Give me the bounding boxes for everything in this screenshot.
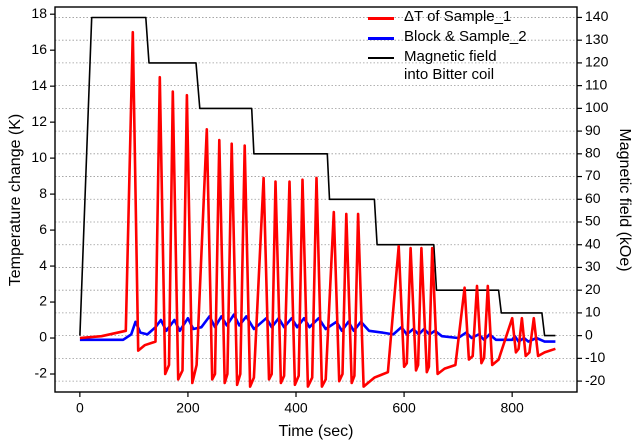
y2-axis-title: Magnetic field (kOe) (616, 128, 633, 271)
y-axis-title: Temperature change (K) (7, 114, 24, 287)
legend-item: Block & Sample_2 (368, 28, 573, 46)
plot (79, 16, 556, 388)
legend-swatch (368, 17, 394, 20)
y2-tick-label: 30 (585, 258, 601, 274)
plot-frame (54, 6, 578, 393)
x-tick-label: 200 (176, 400, 200, 416)
y-tick-label: -2 (35, 365, 48, 381)
y2-tick-label: 70 (585, 167, 601, 183)
legend-item: Magnetic field into Bitter coil (368, 48, 573, 84)
legend-item: ΔT of Sample_1 (368, 8, 573, 26)
y2-tick-label: -10 (585, 349, 605, 365)
legend-label: Block & Sample_2 (404, 28, 527, 45)
y-tick-label: 18 (31, 5, 47, 21)
y-tick-label: 14 (31, 77, 47, 93)
y-tick-label: 2 (39, 293, 47, 309)
y2-tick-label: 50 (585, 213, 601, 229)
y2-tick-label: 130 (585, 31, 609, 47)
legend-label: Magnetic field into Bitter coil (404, 48, 497, 83)
y2-tick-label: 140 (585, 8, 609, 24)
y2-tick-label: -20 (585, 372, 605, 388)
series-line (79, 16, 556, 337)
y2-tick-label: 60 (585, 190, 601, 206)
legend-label: ΔT of Sample_1 (404, 8, 512, 25)
y-tick-label: 16 (31, 41, 47, 57)
y-tick-label: 4 (39, 257, 47, 273)
y-tick-label: 8 (39, 185, 47, 201)
y-tick-label: 10 (31, 149, 47, 165)
y2-tick-label: 80 (585, 145, 601, 161)
x-tick-label: 600 (392, 400, 416, 416)
y2-tick-label: 10 (585, 304, 601, 320)
legend: ΔT of Sample_1 Block & Sample_2 Magnetic f… (368, 8, 573, 86)
y2-tick-label: 20 (585, 281, 601, 297)
y2-tick-label: 40 (585, 235, 601, 251)
y2-tick-label: 90 (585, 122, 601, 138)
x-tick-label: 0 (76, 400, 84, 416)
y-tick-label: 12 (31, 113, 47, 129)
y2-tick-label: 110 (585, 76, 608, 92)
y2-tick-label: 100 (585, 99, 609, 115)
legend-swatch (368, 37, 394, 40)
x-axis-title: Time (sec) (279, 423, 354, 440)
legend-swatch (368, 57, 394, 59)
y-tick-label: 0 (39, 329, 47, 345)
x-tick-label: 800 (500, 400, 524, 416)
y-tick-label: 6 (39, 221, 47, 237)
y2-tick-label: 120 (585, 54, 609, 70)
y2-tick-label: 0 (585, 326, 593, 342)
x-tick-label: 400 (284, 400, 308, 416)
series-line (79, 30, 556, 388)
